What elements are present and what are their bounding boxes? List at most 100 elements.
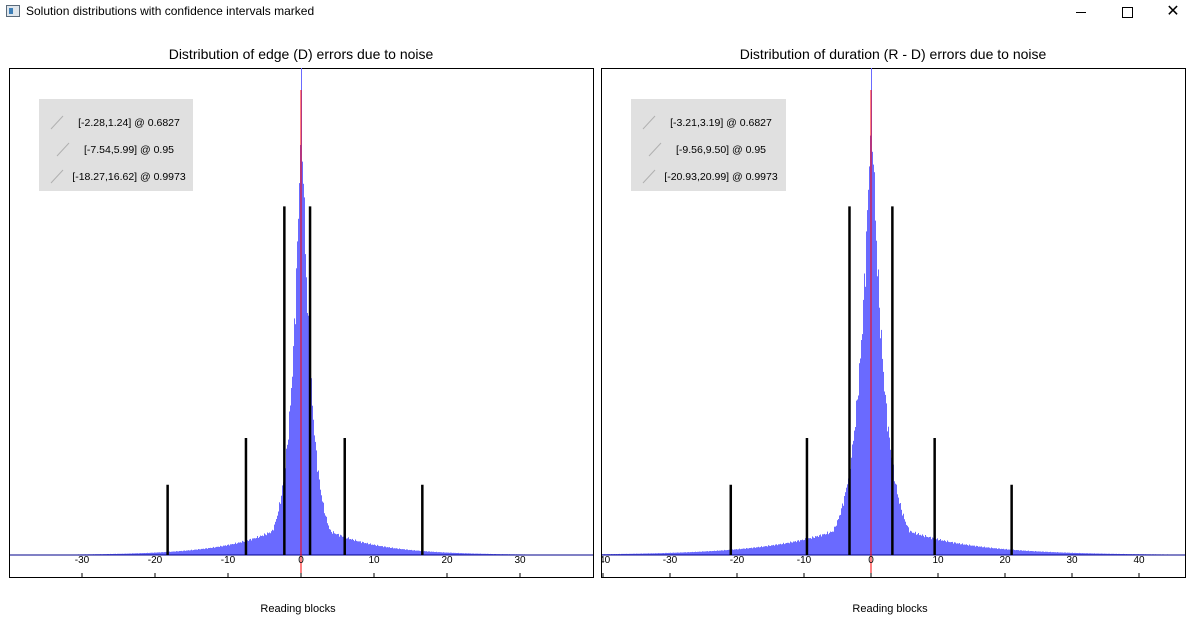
histogram-bar [148, 553, 149, 555]
histogram-bar [354, 541, 355, 555]
histogram-bar [942, 540, 943, 555]
histogram-bar [962, 543, 963, 555]
histogram-bar [694, 552, 695, 555]
histogram-bar [1023, 550, 1024, 555]
histogram-bar [791, 542, 792, 555]
histogram-bar [1098, 553, 1099, 555]
histogram-bar [911, 531, 912, 555]
histogram-bar [996, 548, 997, 555]
histogram-bar [974, 545, 975, 555]
histogram-bar [625, 553, 626, 555]
histogram-bar [143, 553, 144, 555]
histogram-bar [827, 531, 828, 555]
histogram-bar [759, 547, 760, 555]
histogram-bar [1101, 553, 1102, 555]
histogram-bar [1045, 551, 1046, 555]
histogram-bar [486, 553, 487, 555]
histogram-bar [163, 552, 164, 555]
histogram-bar [484, 553, 485, 555]
histogram-bar [210, 547, 211, 555]
histogram-bar [816, 536, 817, 555]
histogram-bar [742, 548, 743, 555]
histogram-bar [811, 538, 812, 555]
histogram-bar [726, 550, 727, 555]
histogram-bar [977, 546, 978, 555]
histogram-bar [395, 548, 396, 555]
histogram-bar [863, 299, 864, 555]
histogram-bar [761, 546, 762, 555]
histogram-bar [880, 338, 881, 555]
histogram-bar [704, 551, 705, 555]
histogram-bar [1072, 552, 1073, 555]
histogram-bar [149, 552, 150, 555]
histogram-bar [378, 545, 379, 555]
histogram-bar [656, 553, 657, 555]
histogram-bar [311, 378, 312, 555]
histogram-bar [875, 220, 876, 555]
close-button[interactable]: ✕ [1150, 0, 1192, 24]
histogram-bar [1024, 550, 1025, 555]
histogram-bar [978, 546, 979, 555]
histogram-bar [743, 548, 744, 555]
histogram-bar [886, 403, 887, 555]
histogram-bar [204, 549, 205, 555]
histogram-bar [180, 551, 181, 555]
histogram-bar [940, 539, 941, 555]
histogram-bar [813, 537, 814, 555]
histogram-bar [665, 552, 666, 555]
histogram-bar [1054, 552, 1055, 555]
histogram-bar [895, 483, 896, 555]
minimize-button[interactable] [1058, 0, 1104, 24]
histogram-bar [1071, 552, 1072, 555]
histogram-bar [682, 552, 683, 555]
histogram-bar [841, 508, 842, 555]
histogram-bar [1100, 553, 1101, 555]
histogram-bar [815, 536, 816, 555]
histogram-bar [417, 550, 418, 555]
histogram-bar [1083, 553, 1084, 555]
histogram-bar [292, 376, 293, 555]
histogram-bar [449, 552, 450, 555]
histogram-bar [957, 543, 958, 555]
histogram-bar [191, 549, 192, 555]
histogram-bar [672, 552, 673, 555]
histogram-bar [1030, 551, 1031, 555]
histogram-bar [188, 550, 189, 555]
legend-swatch-0 [50, 115, 64, 130]
histogram-bar [825, 534, 826, 555]
histogram-bar [796, 542, 797, 555]
histogram-bar [771, 545, 772, 555]
histogram-bar [690, 552, 691, 555]
maximize-button[interactable] [1104, 0, 1150, 24]
histogram-bar [901, 509, 902, 555]
histogram-bar [139, 553, 140, 555]
histogram-bar [397, 548, 398, 555]
histogram-bar [490, 553, 491, 555]
histogram-bar [964, 544, 965, 555]
histogram-bar [381, 546, 382, 555]
histogram-bar [820, 534, 821, 555]
histogram-bar [471, 553, 472, 555]
histogram-bar [987, 547, 988, 555]
histogram-bar [249, 539, 250, 555]
histogram-bar [856, 400, 857, 555]
histogram-bar [1081, 553, 1082, 555]
x-axis-ticks: -40 -30 -20 -10 0 10 20 30 40 [601, 555, 1145, 577]
histogram-bar [982, 547, 983, 555]
histogram-bar [963, 544, 964, 555]
histogram-bar [303, 183, 304, 556]
histogram-bar [193, 550, 194, 555]
histogram-bar [145, 553, 146, 555]
histogram-bar [729, 549, 730, 555]
histogram-bar [710, 551, 711, 555]
histogram-bar [1005, 549, 1006, 555]
histogram-bar [350, 539, 351, 555]
histogram-bar [359, 541, 360, 555]
histogram-bar [776, 544, 777, 555]
histogram-bar [680, 552, 681, 555]
histogram-bar [362, 541, 363, 555]
histogram-bar [913, 532, 914, 555]
histogram-bar [952, 541, 953, 555]
histogram-bar [355, 539, 356, 555]
histogram-bar [840, 514, 841, 555]
